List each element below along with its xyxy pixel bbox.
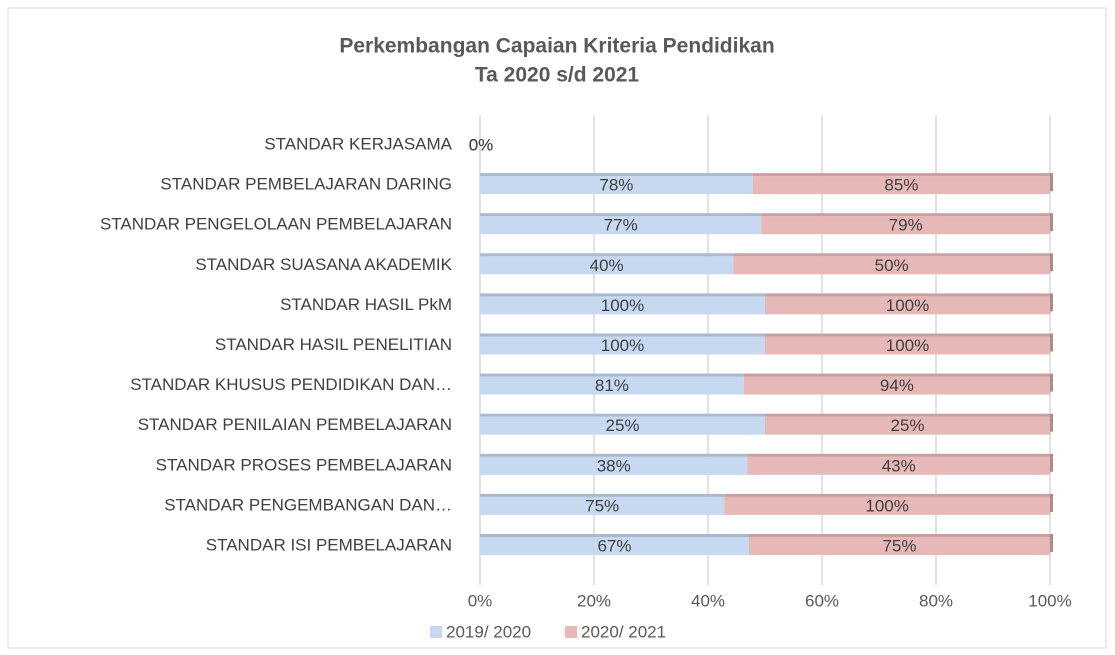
data-label: 100%: [886, 296, 929, 315]
data-label: 40%: [590, 256, 624, 275]
y-tick-label: STANDAR ISI PEMBELAJARAN: [206, 535, 452, 554]
bar-edge: [733, 253, 1050, 257]
data-label: 79%: [889, 216, 923, 235]
bar-edge: [480, 293, 765, 297]
bar-segment: [765, 416, 1050, 435]
bar-edge: [480, 173, 753, 177]
bar-end: [1050, 493, 1053, 512]
bar-edge: [765, 293, 1050, 297]
bar-edge: [761, 213, 1050, 217]
data-label: 81%: [595, 376, 629, 395]
bar-end: [1050, 413, 1053, 432]
bar-end: [1050, 253, 1053, 272]
y-tick-label: STANDAR PROSES PEMBELAJARAN: [156, 455, 452, 474]
bar-end: [1050, 293, 1053, 312]
bar-segment: [480, 176, 753, 195]
y-tick-label: STANDAR HASIL PENELITIAN: [215, 335, 452, 354]
bar-segment: [765, 336, 1050, 355]
data-label: 100%: [886, 336, 929, 355]
data-label: 0%: [469, 135, 494, 154]
y-tick-label: STANDAR HASIL PkM: [280, 295, 452, 314]
bar-segment: [743, 376, 1050, 395]
bar-edge: [480, 413, 765, 417]
bar-segment: [480, 376, 744, 395]
bar-edge: [765, 333, 1050, 337]
x-tick-label: 60%: [805, 591, 839, 610]
bar-end: [1050, 373, 1053, 392]
bar-edge: [480, 373, 744, 377]
x-tick-label: 80%: [919, 591, 953, 610]
legend-swatch: [430, 626, 442, 638]
y-tick-label: STANDAR PENGELOLAAN PEMBELAJARAN: [100, 215, 452, 234]
data-label: 100%: [601, 336, 644, 355]
y-tick-label: STANDAR PENILAIAN PEMBELAJARAN: [138, 415, 452, 434]
data-label: 75%: [585, 496, 619, 515]
data-label: 75%: [882, 536, 916, 555]
x-tick-label: 100%: [1028, 591, 1071, 610]
bar-segment: [747, 456, 1050, 475]
bar-end: [1050, 453, 1053, 472]
chart-subtitle: Ta 2020 s/d 2021: [475, 64, 640, 87]
data-label: 43%: [882, 456, 916, 475]
bar-segment: [748, 537, 1050, 555]
bar-segment: [480, 336, 765, 355]
bar-segment: [724, 496, 1050, 515]
bar-segment: [480, 296, 765, 315]
bar-end: [1050, 173, 1053, 192]
bar-edge: [480, 253, 734, 257]
bar-segment: [480, 216, 762, 235]
y-tick-label: STANDAR PEMBELAJARAN DARING: [160, 175, 452, 194]
data-label: 38%: [597, 456, 631, 475]
x-tick-label: 40%: [691, 591, 725, 610]
bar-edge: [752, 173, 1050, 177]
bar-edge: [747, 453, 1050, 457]
legend-label: 2020/ 2021: [581, 622, 666, 641]
bar-segment: [480, 496, 725, 515]
data-label: 25%: [890, 416, 924, 435]
bar-segment: [480, 416, 765, 435]
bar-edge: [748, 534, 1050, 537]
data-label: 0%: [469, 135, 494, 154]
bar-end: [1050, 213, 1053, 232]
bar-segment: [733, 256, 1050, 275]
data-label: 85%: [884, 176, 918, 195]
y-tick-label: STANDAR KHUSUS PENDIDIKAN DAN…: [130, 375, 452, 394]
bar-segment: [480, 256, 734, 275]
bar-segment: [752, 176, 1050, 195]
data-label: 25%: [605, 416, 639, 435]
bar-segment: [765, 296, 1050, 315]
data-label: 100%: [865, 496, 908, 515]
bar-segment: [480, 456, 748, 475]
x-tick-label: 0%: [468, 591, 493, 610]
bar-segment: [761, 216, 1050, 235]
data-label: 94%: [880, 376, 914, 395]
bar-edge: [765, 413, 1050, 417]
data-label: 77%: [604, 216, 638, 235]
data-label: 78%: [599, 176, 633, 195]
bar-end: [1050, 333, 1053, 352]
legend-swatch: [565, 626, 577, 638]
legend-label: 2019/ 2020: [446, 622, 531, 641]
bar-edge: [480, 534, 749, 537]
y-tick-label: STANDAR KERJASAMA: [264, 134, 452, 153]
bar-end: [1050, 534, 1053, 552]
bar-segment: [480, 537, 749, 555]
bar-edge: [480, 493, 725, 497]
data-label: 100%: [601, 296, 644, 315]
data-label: 67%: [597, 536, 631, 555]
bar-edge: [480, 453, 748, 457]
y-tick-label: STANDAR PENGEMBANGAN DAN…: [164, 495, 452, 514]
x-tick-label: 20%: [577, 591, 611, 610]
data-label: 50%: [875, 256, 909, 275]
bar-edge: [480, 213, 762, 217]
bar-edge: [480, 333, 765, 337]
y-tick-label: STANDAR SUASANA AKADEMIK: [195, 255, 452, 274]
bar-edge: [743, 373, 1050, 377]
chart-title: Perkembangan Capaian Kriteria Pendidikan: [339, 35, 774, 58]
bar-edge: [724, 493, 1050, 497]
